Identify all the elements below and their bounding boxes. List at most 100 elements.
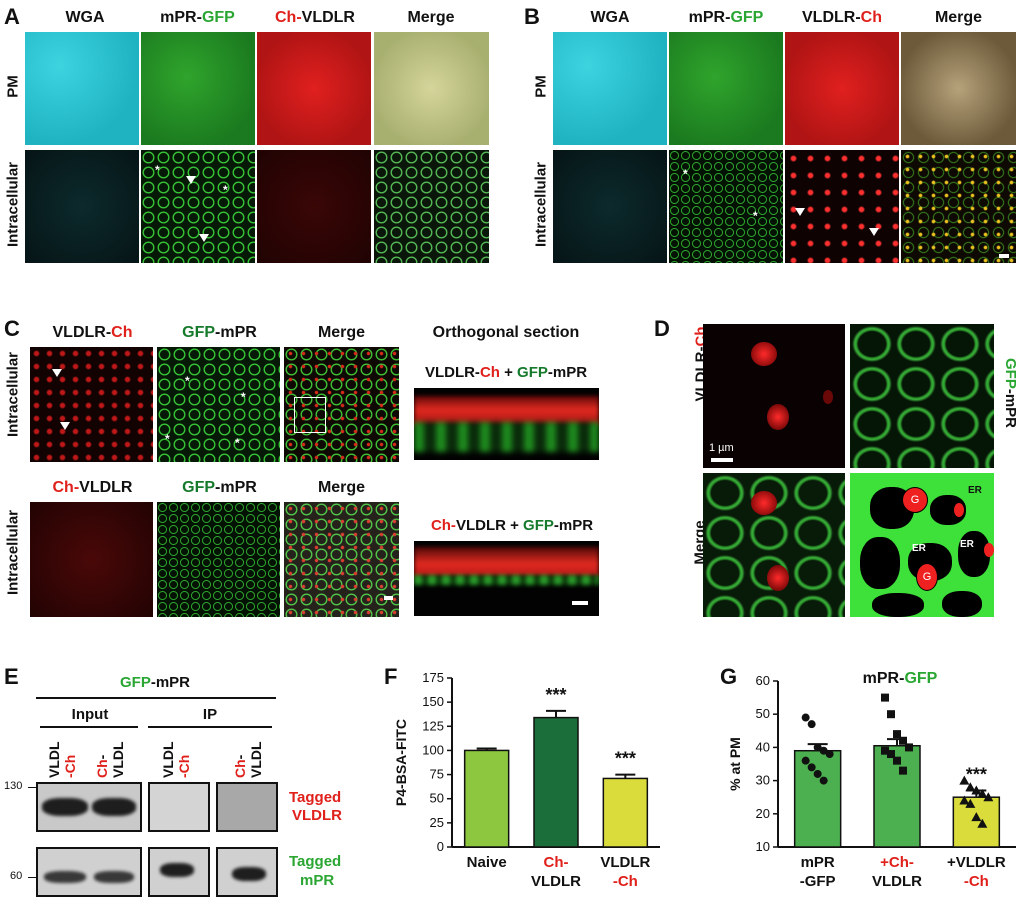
header-text: -mPR: [215, 324, 257, 341]
panel-e-label: E: [4, 664, 19, 689]
ortho-text: VLDLR-: [424, 364, 480, 381]
arrowhead-marker: [186, 176, 196, 184]
lane-text: VLDL: [248, 741, 264, 778]
data-point: [807, 720, 816, 729]
asterisk-marker: *: [165, 432, 170, 446]
blot-band: [232, 867, 266, 881]
cell-hole: [872, 593, 924, 617]
category-label: -Ch: [964, 873, 989, 890]
panel-b-merge-header: Merge: [934, 9, 983, 26]
lane-label-ch-vldl: Ch-: [94, 755, 110, 778]
header-text-colored: Ch: [860, 9, 882, 26]
tagged-mpr-label-1: Tagged: [289, 853, 342, 870]
data-point: [959, 795, 970, 805]
y-tick-label: 50: [430, 791, 444, 806]
panel-a-pm-merge-image: [374, 32, 489, 145]
data-point: [965, 798, 976, 808]
panel-e-ip-header: IP: [202, 706, 218, 723]
panel-c-r2-ch-image: [30, 502, 153, 617]
data-point: [899, 766, 907, 775]
panel-b-pm-ch-image: [785, 32, 899, 145]
ortho-text: +: [505, 517, 524, 534]
data-point: [887, 750, 895, 759]
lane-label-ip-ch-vldl: Ch-: [232, 755, 248, 778]
panel-c-r2-gfp-image: [157, 502, 280, 617]
panel-e-title: GFP-mPR: [40, 674, 270, 691]
data-point: [807, 763, 816, 772]
blot-ip-vldlr-1: [148, 782, 210, 832]
blot-band: [160, 863, 194, 877]
panel-a-ic-ch-image: [257, 150, 371, 263]
panel-c-ortho2-label: Ch-VLDLR + GFP-mPR: [412, 517, 612, 534]
blot-ip-vldlr-2: [216, 782, 278, 832]
bar: [793, 749, 842, 848]
data-point: [893, 730, 901, 739]
data-point: [971, 812, 982, 822]
y-tick-label: 175: [422, 670, 444, 685]
header-text: mPR-: [688, 9, 731, 26]
panel-d-schematic-image: G G ER ER ER: [850, 473, 994, 617]
ortho-text-colored: Ch: [479, 364, 500, 381]
scale-bar-label: 1 µm: [709, 442, 734, 454]
scale-bar: [384, 596, 393, 600]
panel-g-title: mPR-GFP: [800, 670, 1000, 688]
vesicle-spot: [767, 404, 789, 430]
y-tick-label: 100: [422, 742, 444, 757]
ortho-text: VLDLR: [455, 517, 506, 534]
data-point: [983, 792, 994, 802]
category-label: Ch-: [544, 854, 569, 871]
panel-b-gfp-header: mPR-GFP: [669, 9, 783, 27]
header-text: VLDLR: [79, 479, 133, 496]
y-tick-label: 150: [422, 694, 444, 709]
asterisk-marker: *: [753, 209, 758, 223]
zoom-box: [294, 397, 326, 433]
vesicle-spot: [751, 342, 777, 366]
lane-label-ip-vldl-ch: VLDL: [160, 741, 176, 778]
ortho-text: -mPR: [553, 517, 594, 534]
golgi-spot: G: [916, 563, 938, 591]
panel-f-chart: 0 25 50 75 100 125 150 175 P4-BSA-FITC Naive *** Ch…: [393, 670, 660, 890]
panel-b-pm-wga-image: [553, 32, 667, 145]
panel-d-merge-image: [703, 473, 845, 617]
tagged-vldlr-label-2: VLDLR: [292, 807, 342, 824]
category-label: +VLDLR: [947, 854, 1006, 871]
header-text-colored: GFP: [201, 9, 235, 26]
significance-label: ***: [966, 765, 987, 785]
lane-text-colored: -Ch: [176, 754, 192, 778]
asterisk-marker: *: [241, 390, 246, 404]
blot-band: [44, 871, 86, 883]
data-point: [801, 713, 810, 722]
y-tick-label: 30: [756, 773, 770, 788]
panel-a-vldlr-header: Ch-VLDLR: [258, 9, 372, 27]
header-text-colored: GFP: [182, 479, 216, 496]
cell-hole: [942, 591, 982, 617]
panel-d-gfp-label: GFP-mPR: [1002, 358, 1019, 428]
panel-a-pm-wga-image: [25, 32, 139, 145]
golgi-spot: G: [902, 487, 928, 513]
red-layer: [414, 547, 599, 577]
lane-label-vldl-ch-suffix: -Ch: [62, 755, 78, 778]
panel-a-ic-merge-image: [374, 150, 489, 263]
label-text-colored: GFP: [1002, 358, 1019, 389]
header-text-colored: Ch-: [275, 9, 302, 26]
red-layer: [414, 396, 599, 426]
vesicle-spot: [751, 491, 777, 515]
y-tick-label: 125: [422, 718, 444, 733]
header-text: -mPR: [215, 479, 257, 496]
panel-c-r2-ch-header: Ch-VLDLR: [30, 479, 155, 497]
panel-b-pm-gfp-image: [669, 32, 783, 145]
title-text: -mPR: [150, 674, 190, 691]
blot-band: [42, 798, 88, 816]
lane-text-colored: -Ch: [62, 754, 78, 778]
panel-a-ic-gfp-image: * *: [141, 150, 255, 263]
lane-label-ch-vldl-suffix: VLDL: [110, 741, 126, 778]
panel-a-intracellular-label: Intracellular: [4, 161, 22, 248]
panel-b-label: B: [524, 4, 540, 29]
panel-b-ic-merge-image: [901, 150, 1016, 263]
y-tick-label: 20: [756, 806, 770, 821]
green-layer: [414, 575, 599, 585]
header-text: mPR-: [160, 9, 202, 26]
header-text: VLDLR: [301, 9, 355, 26]
header-text-colored: GFP: [182, 324, 216, 341]
panel-a-gfp-header: mPR-GFP: [140, 9, 255, 27]
